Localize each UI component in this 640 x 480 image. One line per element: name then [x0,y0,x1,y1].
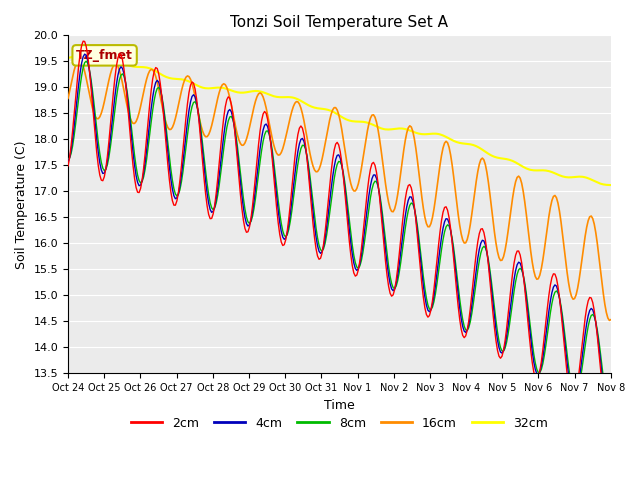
4cm [132,173,140,179]
32cm [607,182,614,188]
Line: 2cm: 2cm [68,41,611,424]
16cm [132,119,140,124]
Line: 8cm: 8cm [68,61,611,418]
4cm [255,158,262,164]
32cm [64,55,72,61]
8cm [246,220,253,226]
16cm [75,57,83,63]
8cm [83,58,90,64]
2cm [132,184,140,190]
2cm [246,224,253,230]
Line: 16cm: 16cm [68,60,611,321]
16cm [303,134,311,140]
Line: 4cm: 4cm [68,54,611,420]
32cm [255,88,262,94]
Y-axis label: Soil Temperature (C): Soil Temperature (C) [15,140,28,269]
16cm [246,125,253,131]
2cm [79,38,87,44]
Legend: 2cm, 4cm, 8cm, 16cm, 32cm: 2cm, 4cm, 8cm, 16cm, 32cm [126,412,553,435]
32cm [246,89,253,95]
2cm [605,421,613,427]
X-axis label: Time: Time [324,398,355,412]
8cm [303,152,311,158]
4cm [227,109,235,115]
16cm [64,96,72,101]
Title: Tonzi Soil Temperature Set A: Tonzi Soil Temperature Set A [230,15,449,30]
8cm [607,415,614,421]
16cm [607,317,614,323]
2cm [579,341,586,347]
8cm [255,171,262,177]
32cm [72,54,79,60]
32cm [227,87,235,93]
8cm [227,114,235,120]
32cm [303,102,311,108]
Text: TZ_fmet: TZ_fmet [76,49,133,62]
8cm [579,364,586,370]
4cm [246,222,253,228]
2cm [607,419,614,424]
Line: 32cm: 32cm [68,57,611,185]
2cm [303,155,311,161]
16cm [227,102,235,108]
2cm [64,163,72,169]
32cm [132,64,140,70]
8cm [132,164,140,169]
16cm [255,91,262,96]
4cm [303,154,311,160]
4cm [579,354,586,360]
4cm [607,417,614,422]
2cm [255,142,262,147]
4cm [64,159,72,165]
16cm [605,318,613,324]
2cm [227,101,235,107]
16cm [579,255,586,261]
32cm [579,174,586,180]
8cm [64,156,72,162]
4cm [81,51,88,57]
